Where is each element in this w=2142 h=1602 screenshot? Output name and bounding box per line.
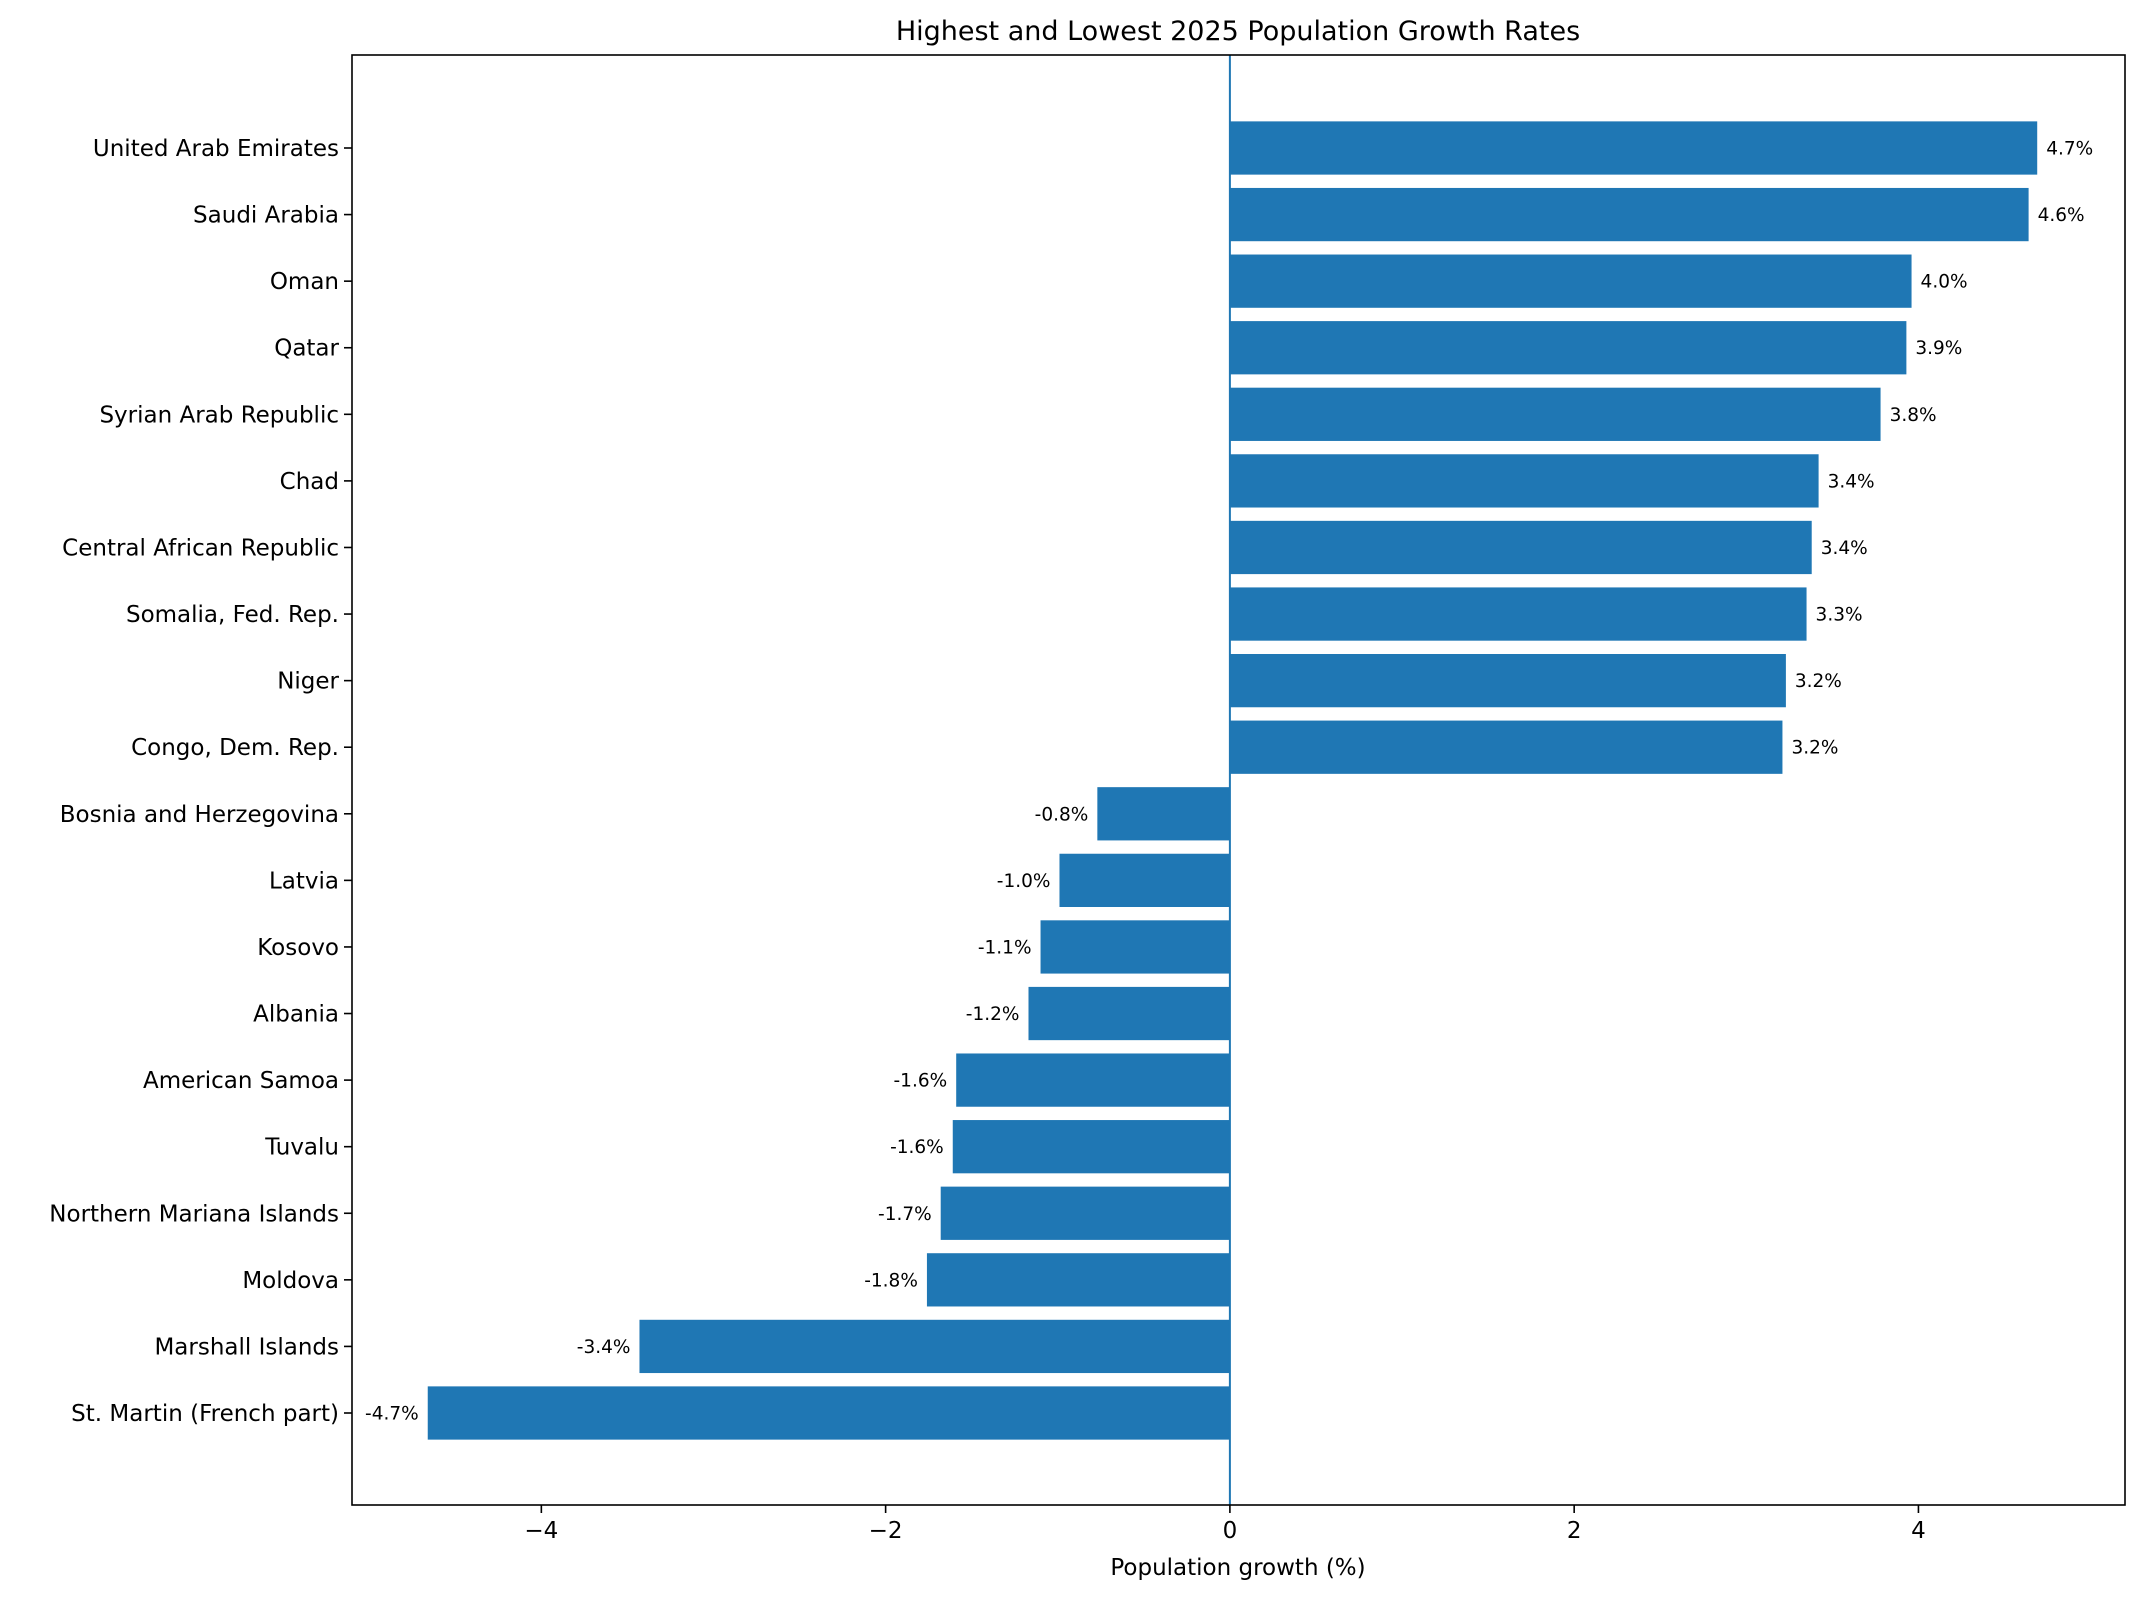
- y-tick-label-american-samoa: American Samoa: [143, 1068, 339, 1094]
- bar-niger: [1229, 654, 1786, 708]
- y-tick-label-northern-mariana-islands: Northern Mariana Islands: [49, 1201, 339, 1227]
- bar-saudi-arabia: [1229, 187, 2029, 242]
- bar-tuvalu: [952, 1120, 1230, 1174]
- bar-bosnia-and-herzegovina: [1097, 787, 1230, 841]
- y-tick-label-qatar: Qatar: [274, 336, 339, 362]
- y-tick-label-tuvalu: Tuvalu: [264, 1135, 339, 1161]
- y-tick-label-albania: Albania: [253, 1002, 339, 1028]
- bar-congo-dem-rep: [1229, 720, 1783, 774]
- data-label-northern-mariana-islands: -1.7%: [878, 1204, 932, 1225]
- bar-united-arab-emirates: [1229, 121, 2038, 175]
- y-tick-label-latvia: Latvia: [269, 868, 339, 894]
- data-label-qatar: 3.9%: [1915, 338, 1962, 359]
- y-tick-label-bosnia-and-herzegovina: Bosnia and Herzegovina: [60, 802, 339, 828]
- x-tick-label: −2: [869, 1518, 903, 1544]
- y-tick-label-niger: Niger: [277, 669, 339, 695]
- data-label-albania: -1.2%: [966, 1004, 1020, 1025]
- data-label-st-martin-french-part: -4.7%: [365, 1404, 419, 1425]
- x-tick-label: 2: [1567, 1518, 1582, 1544]
- data-label-bosnia-and-herzegovina: -0.8%: [1035, 804, 1089, 825]
- y-tick-label-chad: Chad: [280, 469, 339, 495]
- y-tick-label-congo-dem-rep: Congo, Dem. Rep.: [131, 735, 339, 761]
- data-label-oman: 4.0%: [1921, 272, 1968, 293]
- data-label-latvia: -1.0%: [997, 871, 1051, 892]
- y-tick-label-st-martin-french-part: St. Martin (French part): [71, 1401, 339, 1427]
- y-tick-label-moldova: Moldova: [242, 1268, 339, 1294]
- data-label-saudi-arabia: 4.6%: [2038, 205, 2085, 226]
- data-label-niger: 3.2%: [1795, 671, 1842, 692]
- bar-somalia-fed-rep: [1229, 587, 1807, 641]
- bar-albania: [1028, 986, 1230, 1041]
- data-label-marshall-islands: -3.4%: [577, 1337, 631, 1358]
- data-labels-layer: 4.7% 4.6% 4.0% 3.9% 3.8% 3.4% 3.4% 3.3% 3.2% 3.2%…: [365, 139, 2093, 1425]
- x-tick-label: 4: [1911, 1518, 1926, 1544]
- bar-northern-mariana-islands: [940, 1186, 1230, 1240]
- bar-latvia: [1059, 853, 1230, 907]
- data-label-kosovo: -1.1%: [978, 937, 1032, 958]
- data-label-tuvalu: -1.6%: [890, 1137, 944, 1158]
- bar-chad: [1229, 454, 1819, 508]
- bar-american-samoa: [956, 1053, 1230, 1107]
- y-tick-label-syrian-arab-republic: Syrian Arab Republic: [99, 402, 339, 428]
- bar-st-martin-french-part: [427, 1386, 1230, 1440]
- bar-moldova: [926, 1253, 1230, 1307]
- y-tick-label-united-arab-emirates: United Arab Emirates: [93, 136, 339, 162]
- plot-frame: [351, 54, 2126, 1506]
- y-tick-label-marshall-islands: Marshall Islands: [154, 1334, 339, 1360]
- y-axis: United Arab Emirates Saudi Arabia Oman Qata…: [49, 136, 352, 1427]
- data-label-moldova: -1.8%: [864, 1270, 918, 1291]
- bar-marshall-islands: [639, 1319, 1230, 1374]
- bar-oman: [1229, 254, 1912, 308]
- data-label-congo-dem-rep: 3.2%: [1791, 738, 1838, 759]
- data-label-chad: 3.4%: [1828, 471, 1875, 492]
- data-label-united-arab-emirates: 4.7%: [2046, 139, 2093, 160]
- y-tick-label-kosovo: Kosovo: [257, 935, 339, 961]
- bar-qatar: [1229, 321, 1907, 375]
- bar-kosovo: [1040, 920, 1230, 974]
- y-tick-label-central-african-republic: Central African Republic: [62, 535, 339, 561]
- x-tick-label: 0: [1223, 1518, 1238, 1544]
- data-label-syrian-arab-republic: 3.8%: [1890, 405, 1937, 426]
- y-tick-label-saudi-arabia: Saudi Arabia: [193, 203, 339, 229]
- bar-syrian-arab-republic: [1229, 387, 1881, 441]
- bar-central-african-republic: [1229, 520, 1812, 575]
- y-tick-label-somalia-fed-rep: Somalia, Fed. Rep.: [126, 602, 339, 628]
- chart-title: Highest and Lowest 2025 Population Growt…: [896, 16, 1580, 47]
- data-label-american-samoa: -1.6%: [894, 1071, 948, 1092]
- x-tick-label: −4: [524, 1518, 558, 1544]
- data-label-central-african-republic: 3.4%: [1821, 538, 1868, 559]
- data-label-somalia-fed-rep: 3.3%: [1816, 605, 1863, 626]
- x-axis-label: Population growth (%): [1110, 1555, 1365, 1581]
- y-tick-label-oman: Oman: [270, 269, 339, 295]
- bars-layer: [427, 121, 2038, 1440]
- x-axis: −4 −2 0 2 4: [524, 1505, 1926, 1544]
